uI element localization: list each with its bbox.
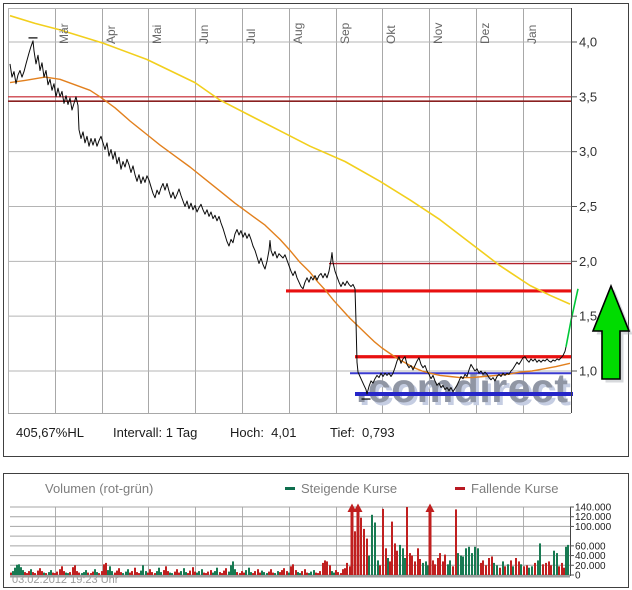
svg-text:0: 0 — [575, 571, 581, 582]
svg-text:140.000: 140.000 — [575, 503, 612, 514]
falling-swatch-icon — [455, 487, 465, 490]
svg-text:40.000: 40.000 — [575, 551, 606, 562]
svg-text:1,0: 1,0 — [579, 364, 597, 379]
svg-text:Aug: Aug — [291, 23, 305, 44]
status-interval: Intervall: 1 Tag — [113, 425, 198, 440]
svg-text:Sep: Sep — [338, 22, 352, 44]
svg-text:2,5: 2,5 — [579, 199, 597, 214]
svg-text:2,0: 2,0 — [579, 254, 597, 269]
status-high: Hoch: 4,01 — [230, 425, 297, 440]
legend-rising-label: Steigende Kurse — [301, 481, 398, 496]
svg-text:4,0: 4,0 — [579, 35, 597, 50]
svg-text:20.000: 20.000 — [575, 561, 606, 572]
volume-title: Volumen (rot-grün) — [45, 481, 154, 496]
volume-timestamp: 03.02.2012 19:23 Uhr — [12, 574, 119, 586]
svg-text:3,0: 3,0 — [579, 144, 597, 159]
svg-text:Jun: Jun — [197, 25, 211, 44]
svg-text:Jan: Jan — [525, 25, 539, 44]
legend-falling-label: Fallende Kurse — [471, 481, 559, 496]
svg-text:Nov: Nov — [431, 23, 445, 44]
svg-text:Jul: Jul — [244, 29, 258, 44]
svg-text:60.000: 60.000 — [575, 541, 606, 552]
status-low: Tief: 0,793 — [330, 425, 395, 440]
svg-text:Mär: Mär — [57, 23, 71, 44]
legend-rising: Steigende Kurse — [285, 481, 397, 496]
svg-text:.comdirect: .comdirect — [359, 368, 571, 414]
svg-text:Mai: Mai — [150, 25, 164, 44]
svg-text:Okt: Okt — [384, 25, 398, 44]
status-change-percent: 405,67%HL — [16, 425, 84, 440]
rising-swatch-icon — [285, 487, 295, 490]
legend-falling: Fallende Kurse — [455, 481, 558, 496]
svg-text:3,5: 3,5 — [579, 89, 597, 104]
svg-text:Dez: Dez — [478, 23, 492, 44]
svg-text:120.000: 120.000 — [575, 512, 612, 523]
svg-text:.comdirect: .comdirect — [356, 365, 568, 411]
svg-text:1,5: 1,5 — [579, 309, 597, 324]
svg-text:100.000: 100.000 — [575, 522, 612, 533]
svg-text:Apr: Apr — [104, 25, 118, 44]
